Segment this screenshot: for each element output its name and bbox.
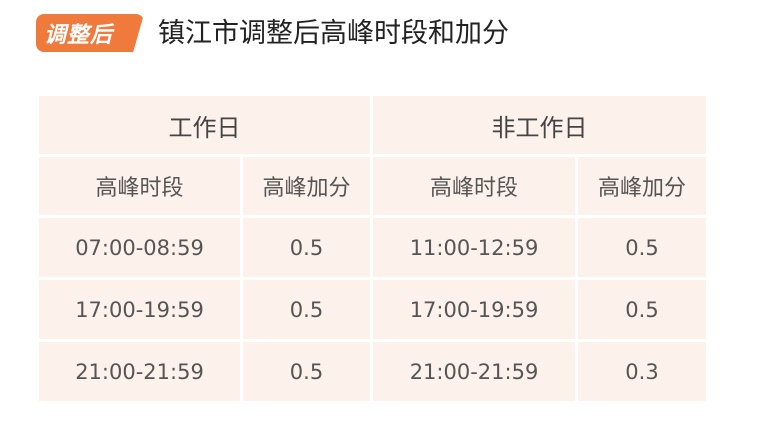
table-cell: 0.5: [240, 277, 373, 342]
table-row: 07:00-08:59 0.5 11:00-12:59 0.5: [36, 215, 709, 280]
badge-label: 调整后: [44, 23, 114, 48]
peak-hours-table: 工作日 非工作日 高峰时段 高峰加分 高峰时段 高峰加分 07:00-08:59…: [36, 93, 709, 404]
page-title: 镇江市调整后高峰时段和加分: [158, 18, 509, 49]
table-cell: 17:00-19:59: [36, 277, 243, 342]
table-cell: 0.5: [240, 215, 373, 280]
table-cell: 11:00-12:59: [370, 215, 578, 280]
table-cell: 0.3: [575, 339, 709, 404]
group-header-weekday: 工作日: [36, 93, 373, 157]
adjusted-badge: 调整后: [36, 14, 144, 52]
table-cell: 0.5: [240, 339, 373, 404]
table-cell: 0.5: [575, 277, 709, 342]
column-header: 高峰时段: [370, 154, 578, 218]
table-cell: 17:00-19:59: [370, 277, 578, 342]
table-row: 21:00-21:59 0.5 21:00-21:59 0.3: [36, 339, 709, 404]
table-cell: 21:00-21:59: [36, 339, 243, 404]
column-header: 高峰加分: [575, 154, 709, 218]
table-cell: 0.5: [575, 215, 709, 280]
table-cell: 07:00-08:59: [36, 215, 243, 280]
table-row: 17:00-19:59 0.5 17:00-19:59 0.5: [36, 277, 709, 342]
group-header-non-weekday: 非工作日: [370, 93, 709, 157]
column-header: 高峰加分: [240, 154, 373, 218]
table-cell: 21:00-21:59: [370, 339, 578, 404]
column-header: 高峰时段: [36, 154, 243, 218]
